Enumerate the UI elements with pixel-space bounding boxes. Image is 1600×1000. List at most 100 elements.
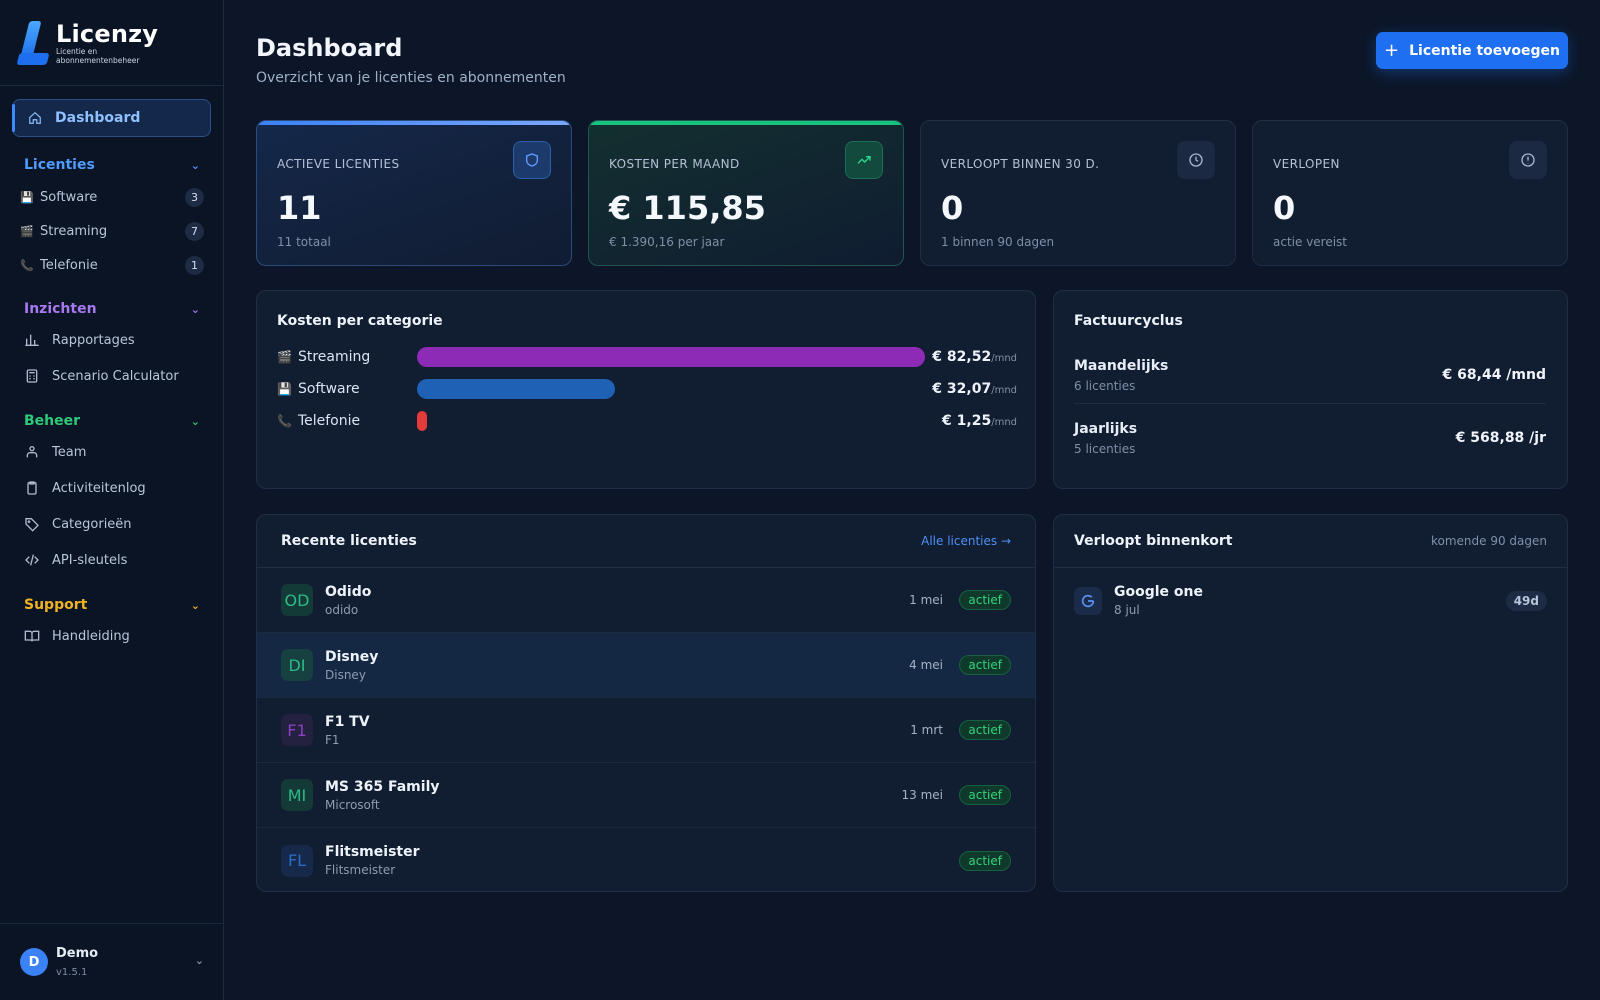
floppy-disk-icon: 💾	[277, 382, 292, 396]
calculator-icon	[26, 369, 38, 383]
page-subtitle: Overzicht van je licenties en abonnement…	[256, 70, 566, 86]
brand-tagline: Licentie en abonnementenbeheer	[56, 46, 140, 65]
sidebar-item-label: Dashboard	[55, 110, 141, 126]
sidebar-item-label: Activiteitenlog	[52, 480, 146, 496]
sidebar-item-label: API-sleutels	[52, 552, 128, 568]
team-icon	[26, 446, 38, 458]
alert-icon	[1509, 141, 1547, 179]
chevron-down-icon: ⌄	[194, 954, 204, 967]
license-row[interactable]: MI MS 365 Family Microsoft 13 mei actief	[257, 763, 1035, 828]
category-row-streaming[interactable]: 🎬 Streaming € 82,52/mnd	[277, 347, 1017, 367]
status-badge: actief	[959, 655, 1011, 675]
sidebar-item-software[interactable]: 💾 Software 3	[20, 184, 204, 210]
sidebar-item-label: Categorieën	[52, 516, 132, 532]
section-beheer[interactable]: Beheer ⌄	[24, 413, 200, 429]
plus-icon: +	[1384, 40, 1400, 61]
status-badge: actief	[959, 785, 1011, 805]
stat-note: € 1.390,16 per jaar	[609, 235, 725, 249]
count-badge: 7	[185, 221, 204, 241]
floppy-disk-icon: 💾	[20, 190, 34, 204]
section-inzichten[interactable]: Inzichten ⌄	[24, 301, 200, 317]
license-date: 13 mei	[901, 788, 944, 802]
days-left-badge: 49d	[1505, 590, 1547, 611]
category-bar	[417, 379, 615, 399]
recent-licenses-panel: Recente licenties Alle licenties → OD Od…	[256, 514, 1036, 892]
license-row[interactable]: DI Disney Disney 4 mei actief	[257, 633, 1035, 698]
category-amount: € 1,25	[942, 413, 992, 429]
count-badge: 3	[185, 187, 204, 207]
section-licenties[interactable]: Licenties ⌄	[24, 157, 200, 173]
license-date: 4 mei	[909, 658, 943, 672]
sidebar-item-activiteitenlog[interactable]: Activiteitenlog	[20, 475, 204, 501]
license-monogram: DI	[281, 649, 313, 681]
category-bar	[417, 411, 428, 431]
clapperboard-icon: 🎬	[20, 224, 34, 238]
all-licenses-link[interactable]: Alle licenties →	[921, 534, 1011, 548]
sidebar-item-label: Software	[40, 189, 98, 205]
expiring-row[interactable]: Google one 8 jul 49d	[1054, 568, 1567, 633]
clipboard-icon	[27, 481, 37, 495]
stat-label: KOSTEN PER MAAND	[609, 157, 740, 171]
add-license-button[interactable]: + Licentie toevoegen	[1376, 32, 1568, 69]
category-amount: € 32,07	[932, 381, 992, 397]
sidebar-item-handleiding[interactable]: Handleiding	[20, 623, 204, 649]
license-row[interactable]: OD Odido odido 1 mei actief	[257, 568, 1035, 633]
tag-icon	[25, 518, 39, 532]
sidebar-item-label: Team	[52, 444, 87, 460]
licenzy-logo-icon	[16, 20, 50, 65]
stat-value: 11	[277, 189, 322, 227]
home-icon	[27, 110, 43, 126]
panel-title: Recente licenties	[281, 533, 417, 549]
license-row[interactable]: FL Flitsmeister Flitsmeister actief	[257, 828, 1035, 891]
chevron-down-icon: ⌄	[190, 414, 200, 428]
user-menu[interactable]: D Demo v1.5.1 ⌄	[0, 923, 224, 1000]
sidebar-item-rapportages[interactable]: Rapportages	[20, 327, 204, 353]
sidebar-item-streaming[interactable]: 🎬 Streaming 7	[20, 218, 204, 244]
sidebar-item-scenario-calculator[interactable]: Scenario Calculator	[20, 363, 204, 389]
sidebar-item-telefonie[interactable]: 📞 Telefonie 1	[20, 252, 204, 278]
sidebar-item-api-sleutels[interactable]: API-sleutels	[20, 547, 204, 573]
code-icon	[25, 554, 39, 566]
shield-icon	[513, 141, 551, 179]
sidebar: Licenzy Licentie en abonnementenbeheer D…	[0, 0, 224, 1000]
sidebar-item-label: Handleiding	[52, 628, 130, 644]
license-date: 1 mrt	[910, 723, 943, 737]
phone-icon: 📞	[277, 414, 292, 428]
sidebar-item-label: Telefonie	[40, 257, 98, 273]
category-row-telefonie[interactable]: 📞 Telefonie € 1,25/mnd	[277, 411, 1017, 431]
category-row-software[interactable]: 💾 Software € 32,07/mnd	[277, 379, 1017, 399]
brand-name: Licenzy	[56, 19, 159, 48]
brand[interactable]: Licenzy Licentie en abonnementenbeheer	[0, 0, 223, 86]
sidebar-item-label: Streaming	[40, 223, 108, 239]
category-bar	[417, 347, 925, 367]
page-title: Dashboard	[256, 34, 403, 62]
chevron-down-icon: ⌄	[190, 598, 200, 612]
section-support[interactable]: Support ⌄	[24, 597, 200, 613]
clock-icon	[1177, 141, 1215, 179]
license-monogram: F1	[281, 714, 313, 746]
stat-value: € 115,85	[609, 189, 766, 227]
license-monogram: FL	[281, 844, 313, 877]
sidebar-item-dashboard[interactable]: Dashboard	[12, 99, 211, 137]
stat-value: 0	[1273, 189, 1296, 227]
license-row[interactable]: F1 F1 TV F1 1 mrt actief	[257, 698, 1035, 763]
stat-card-verloopt-binnen-30: VERLOOPT BINNEN 30 D. 0 1 binnen 90 dage…	[920, 120, 1236, 266]
trending-up-icon	[845, 141, 883, 179]
expiring-range: komende 90 dagen	[1430, 534, 1547, 548]
stat-note: 11 totaal	[277, 235, 331, 249]
stat-label: ACTIEVE LICENTIES	[277, 157, 400, 171]
sidebar-item-categorieen[interactable]: Categorieën	[20, 511, 204, 537]
bar-chart-icon	[25, 334, 39, 346]
panel-title: Factuurcyclus	[1074, 313, 1183, 329]
book-icon	[24, 630, 40, 642]
billing-cycle-panel: Factuurcyclus Maandelijks 6 licenties € …	[1053, 290, 1568, 489]
sidebar-item-team[interactable]: Team	[20, 439, 204, 465]
stat-note: 1 binnen 90 dagen	[941, 235, 1055, 249]
google-icon	[1074, 586, 1102, 615]
clapperboard-icon: 🎬	[277, 350, 292, 364]
phone-icon: 📞	[20, 258, 34, 272]
license-monogram: MI	[281, 779, 313, 811]
license-monogram: OD	[281, 584, 313, 616]
sidebar-item-label: Scenario Calculator	[52, 368, 179, 384]
status-badge: actief	[959, 590, 1011, 610]
